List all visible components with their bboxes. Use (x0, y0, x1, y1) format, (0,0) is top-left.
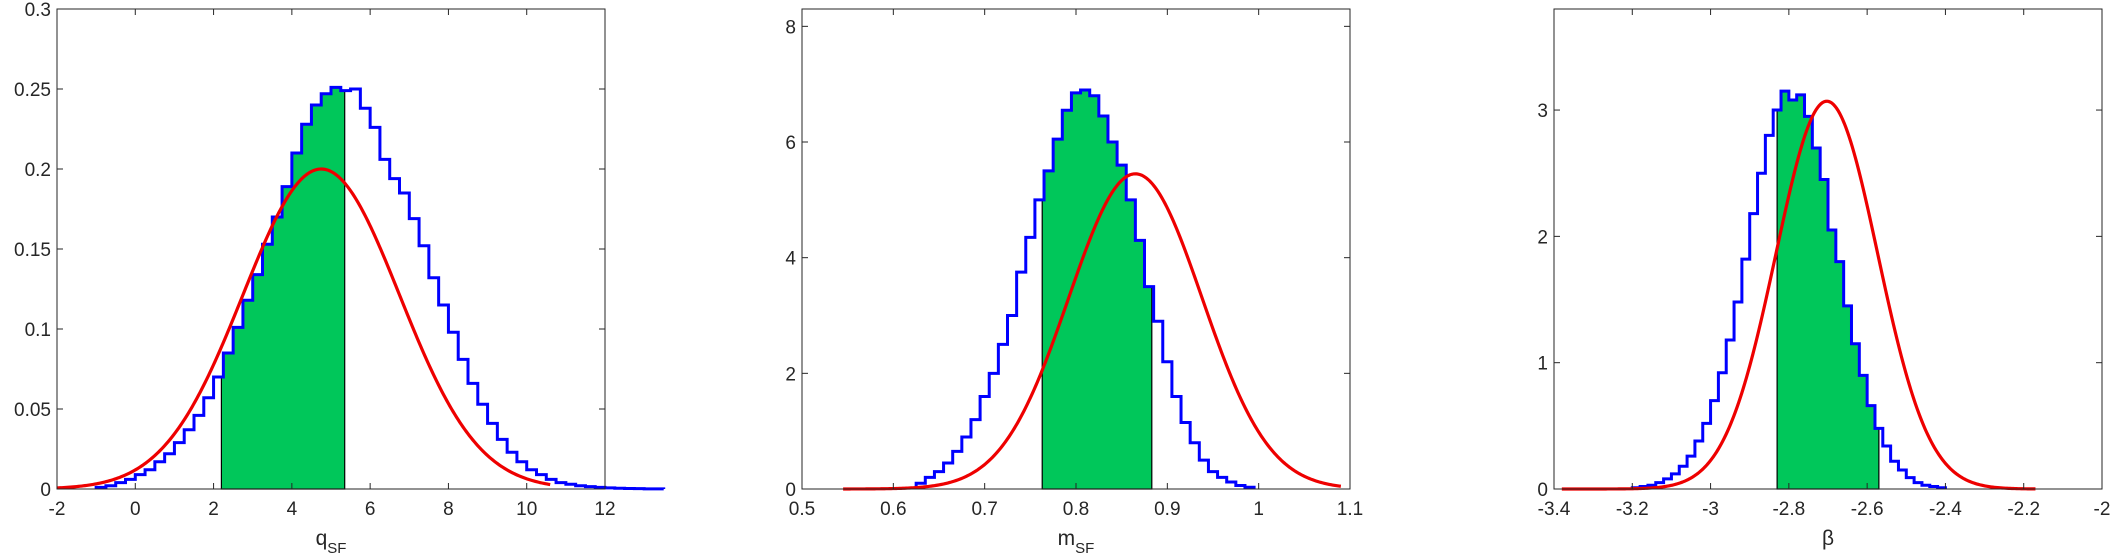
chart-panel-2: 0.5 0.6 0.7 0.8 0.9 1 1.1 0 2 4 6 8 mSF (785, 8, 1363, 557)
y-tick-label: 0.05 (14, 400, 51, 421)
y-tick-label: 1 (1537, 354, 1548, 375)
fit-curve (56, 167, 551, 490)
fit-curve (843, 172, 1342, 491)
x-tick-label: -2.2 (2007, 499, 2040, 520)
x-axis-label: β (1822, 527, 1834, 550)
y-tick-label: 3 (1537, 101, 1548, 122)
y-tick-label: 6 (785, 133, 796, 154)
x-tick-label: 6 (365, 499, 376, 520)
x-axis-label: mSF (1058, 527, 1095, 557)
x-tick-label: -3.4 (1538, 499, 1571, 520)
y-tick-label: 2 (785, 364, 796, 385)
x-tick-label: -2 (2094, 499, 2111, 520)
x-tick-label: 0.5 (789, 499, 815, 520)
credible-interval-fill (1776, 90, 1880, 490)
x-tick-label: 4 (287, 499, 298, 520)
x-tick-label: 0.6 (880, 499, 906, 520)
x-tick-label: -2 (49, 499, 66, 520)
credible-interval-fill (1041, 89, 1153, 490)
y-tick-label: 0 (785, 480, 796, 501)
axes-box (1553, 8, 2103, 490)
y-tick-label: 4 (785, 249, 796, 270)
y-tick-label: 0.25 (14, 80, 51, 101)
y-tick-label: 0 (1537, 480, 1548, 501)
x-tick-label: -2.6 (1851, 499, 1884, 520)
y-tick-label: 0.15 (14, 240, 51, 261)
y-tick-label: 0 (40, 480, 51, 501)
x-tick-label: 0.9 (1154, 499, 1180, 520)
histogram-outline (94, 85, 666, 491)
x-tick-label: -3 (1702, 499, 1719, 520)
x-tick-label: 10 (516, 499, 537, 520)
x-tick-label: 12 (594, 499, 615, 520)
x-tick-label: -2.8 (1772, 499, 1805, 520)
histogram-outline (914, 88, 1256, 489)
credible-interval-fill (220, 86, 346, 490)
y-tick-label: 2 (1537, 227, 1548, 248)
y-tick-label: 0.2 (25, 160, 51, 181)
y-tick-label: 8 (785, 17, 796, 38)
chart-panel-3: -3.4 -3.2 -3 -2.8 -2.6 -2.4 -2.2 -2 0 1 2 3 β (1537, 8, 2111, 550)
x-tick-label: 1.1 (1337, 499, 1363, 520)
x-tick-label: 2 (208, 499, 219, 520)
x-tick-label: -2.4 (1929, 499, 1962, 520)
x-tick-label: -3.2 (1616, 499, 1649, 520)
x-tick-label: 0 (130, 499, 141, 520)
x-tick-label: 0.8 (1063, 499, 1089, 520)
x-axis-label: qSF (316, 527, 347, 557)
y-tick-label: 0.1 (25, 320, 51, 341)
histogram-outline (1630, 89, 1947, 490)
y-tick-label: 0.3 (25, 0, 51, 21)
x-tick-label: 0.7 (971, 499, 997, 520)
x-tick-label: 8 (443, 499, 454, 520)
x-tick-label: 1 (1253, 499, 1264, 520)
